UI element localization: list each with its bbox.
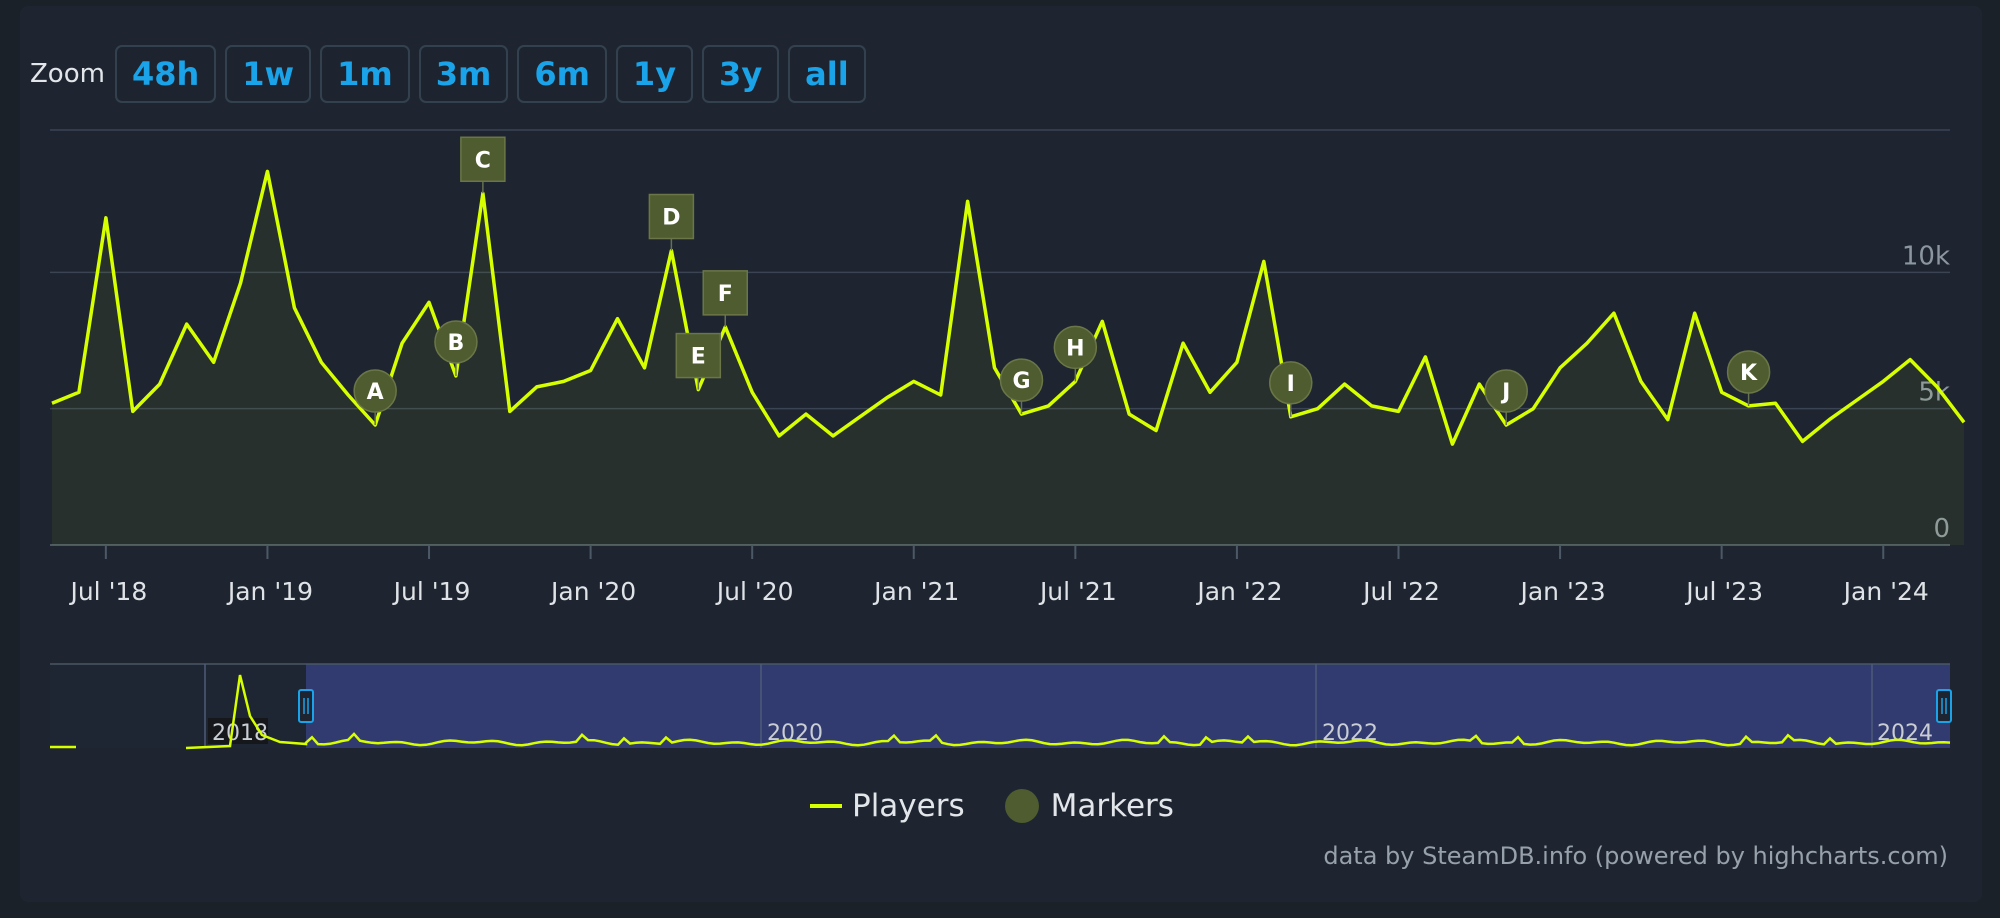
zoom-toolbar: Zoom 48h 1w 1m 3m 6m 1y 3y all [30,42,875,106]
marker-label: A [367,380,384,405]
legend-line-swatch [810,804,842,808]
zoom-3m-button[interactable]: 3m [418,45,509,103]
legend-marker-swatch [1004,789,1039,823]
marker-label: F [718,282,733,307]
legend-label-players: Players [852,788,965,824]
marker-flag [353,369,397,413]
navigator-year-label: 2018 [212,721,268,746]
legend-item-players[interactable]: Players [810,788,965,824]
marker-label: E [691,345,706,370]
marker-flag [1053,325,1098,370]
y-tick-label: 10k [1902,241,1950,271]
marker-flag [702,270,748,316]
marker-flag [434,320,478,364]
x-tick-label: Jan '24 [1842,577,1929,606]
marker-flag [1269,361,1313,405]
x-tick-label: Jul '21 [1038,577,1117,606]
zoom-1m-button[interactable]: 1m [320,45,410,103]
zoom-label: Zoom [30,59,105,89]
x-tick-label: Jul '20 [715,577,794,606]
x-tick-label: Jan '19 [226,577,313,606]
zoom-1w-button[interactable]: 1w [225,45,312,103]
navigator-series-line [50,674,1951,750]
marker-label: B [448,331,465,356]
players-area [52,171,1964,545]
navigator-selected-range [306,664,1950,748]
x-tick-label: Jan '23 [1518,577,1605,606]
x-tick-label: Jul '19 [392,577,471,606]
marker-label: H [1066,336,1084,361]
zoom-48h-button[interactable]: 48h [114,45,217,103]
x-tick-label: Jul '18 [68,577,147,606]
x-tick-label: Jan '22 [1195,577,1282,606]
marker-flag [648,193,695,240]
x-tick-label: Jul '22 [1361,577,1440,606]
zoom-3y-button[interactable]: 3y [702,45,780,103]
credit-text[interactable]: data by SteamDB.info (powered by highcha… [1323,842,1948,870]
marker-flag [460,136,506,183]
navigator-right-handle[interactable] [1936,689,1952,723]
zoom-1y-button[interactable]: 1y [615,45,694,103]
x-tick-label: Jan '21 [872,577,959,606]
marker-label: G [1012,369,1030,394]
legend: Players Markers [810,788,1214,824]
navigator-left-handle[interactable] [298,689,314,723]
x-tick-label: Jan '20 [549,577,636,606]
y-tick-label: 0 [1933,514,1950,544]
zoom-6m-button[interactable]: 6m [517,45,607,103]
marker-label: I [1287,372,1295,397]
marker-label: C [475,148,491,173]
marker-flag [675,332,722,379]
marker-label: K [1740,361,1758,386]
marker-flag [1726,350,1771,394]
marker-label: D [662,206,680,231]
chart-panel [20,6,1982,902]
legend-item-markers[interactable]: Markers [1004,788,1174,824]
x-tick-label: Jul '23 [1684,577,1763,606]
legend-label-markers: Markers [1050,788,1174,824]
marker-flag [999,358,1044,402]
marker-label: J [1500,380,1510,405]
marker-flag [1484,369,1528,413]
zoom-all-button[interactable]: all [788,45,866,103]
